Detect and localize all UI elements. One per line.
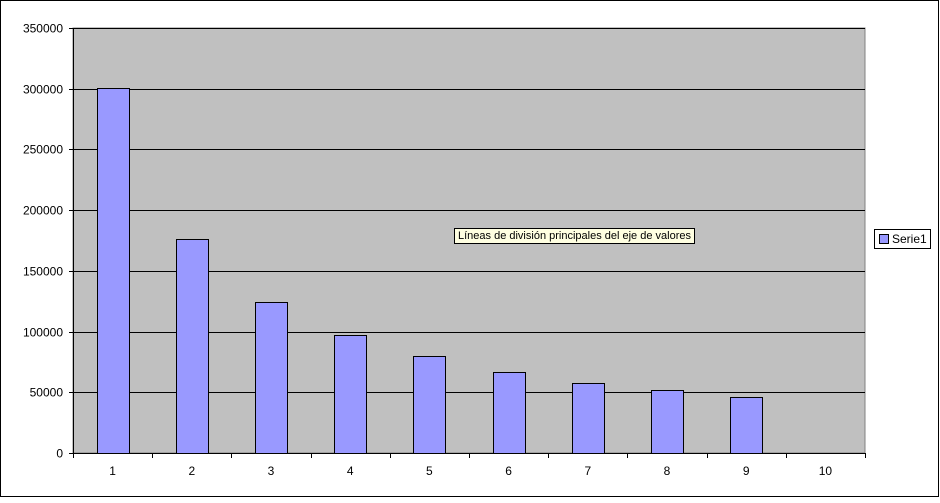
bar xyxy=(730,397,763,454)
y-tick-label: 200000 xyxy=(23,204,63,218)
gridline-tooltip: Líneas de división principales del eje d… xyxy=(454,228,695,244)
y-tick-label: 300000 xyxy=(23,83,63,97)
bar xyxy=(334,335,367,454)
bar xyxy=(255,302,288,454)
bar xyxy=(493,372,526,454)
x-tick-label: 3 xyxy=(268,464,275,478)
bar xyxy=(413,356,446,454)
x-tick-label: 10 xyxy=(819,464,833,478)
chart-legend[interactable]: Serie1 xyxy=(874,229,931,249)
x-tick-label: 5 xyxy=(426,464,433,478)
bar xyxy=(97,88,130,454)
x-tick-label: 8 xyxy=(664,464,671,478)
y-tick-label: 100000 xyxy=(23,326,63,340)
x-tick-label: 4 xyxy=(347,464,354,478)
x-tick-label: 1 xyxy=(109,464,116,478)
x-tick-label: 6 xyxy=(505,464,512,478)
y-tick-label: 50000 xyxy=(30,386,64,400)
y-tick-label: 150000 xyxy=(23,265,63,279)
x-tick-label: 9 xyxy=(743,464,750,478)
x-tick-label: 7 xyxy=(584,464,591,478)
bar xyxy=(651,390,684,454)
x-tick-label: 2 xyxy=(188,464,195,478)
legend-swatch-serie1 xyxy=(879,234,889,244)
bar xyxy=(176,239,209,454)
y-tick-label: 350000 xyxy=(23,22,63,36)
y-tick-label: 250000 xyxy=(23,143,63,157)
y-tick-label: 0 xyxy=(56,447,63,461)
legend-label-serie1: Serie1 xyxy=(892,232,927,246)
bar xyxy=(572,383,605,454)
